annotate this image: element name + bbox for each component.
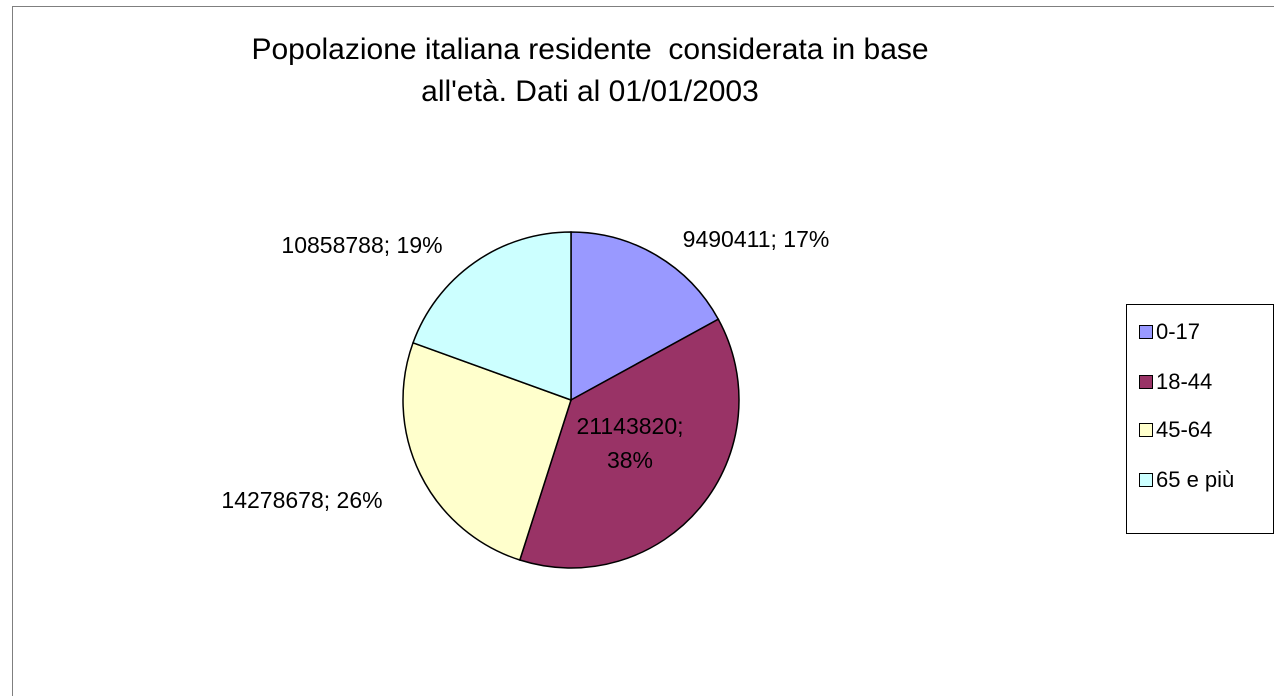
legend-item-18-44: 18-44: [1139, 369, 1212, 395]
legend-swatch-18-44: [1139, 375, 1153, 389]
legend-item-0-17: 0-17: [1139, 319, 1200, 345]
legend-label-45-64: 45-64: [1156, 417, 1213, 442]
pie-slice-65-e-piu: [412, 231, 572, 402]
data-label-0-17: 9490411; 17%: [683, 226, 830, 252]
pie-slice-45-64: [402, 341, 572, 561]
legend-item-45-64: 45-64: [1139, 417, 1212, 443]
data-label-65-e-piu: 10858788; 19%: [281, 232, 442, 258]
data-label-45-64: 14278678; 26%: [221, 487, 382, 513]
chart-title-line-2: all'età. Dati al 01/01/2003: [421, 75, 759, 108]
data-label-18-44: 21143820; 38%: [576, 413, 683, 473]
chart-title-line-1: Popolazione italiana residente considera…: [251, 33, 929, 66]
legend-swatch-0-17: [1139, 325, 1153, 339]
legend-label-0-17: 0-17: [1156, 319, 1201, 344]
legend-item-65-e-piu: 65 e più: [1139, 467, 1234, 493]
chart-frame: [12, 6, 1274, 696]
legend: 0-17 18-44 45-64 65 e più: [1126, 304, 1274, 534]
legend-swatch-65-e-piu: [1139, 473, 1153, 487]
pie-slice-0-17: [570, 231, 720, 402]
legend-swatch-45-64: [1139, 423, 1153, 437]
legend-label-65-e-piu: 65 e più: [1156, 467, 1235, 492]
pie-slice-18-44: [518, 318, 740, 569]
legend-label-18-44: 18-44: [1156, 369, 1213, 394]
